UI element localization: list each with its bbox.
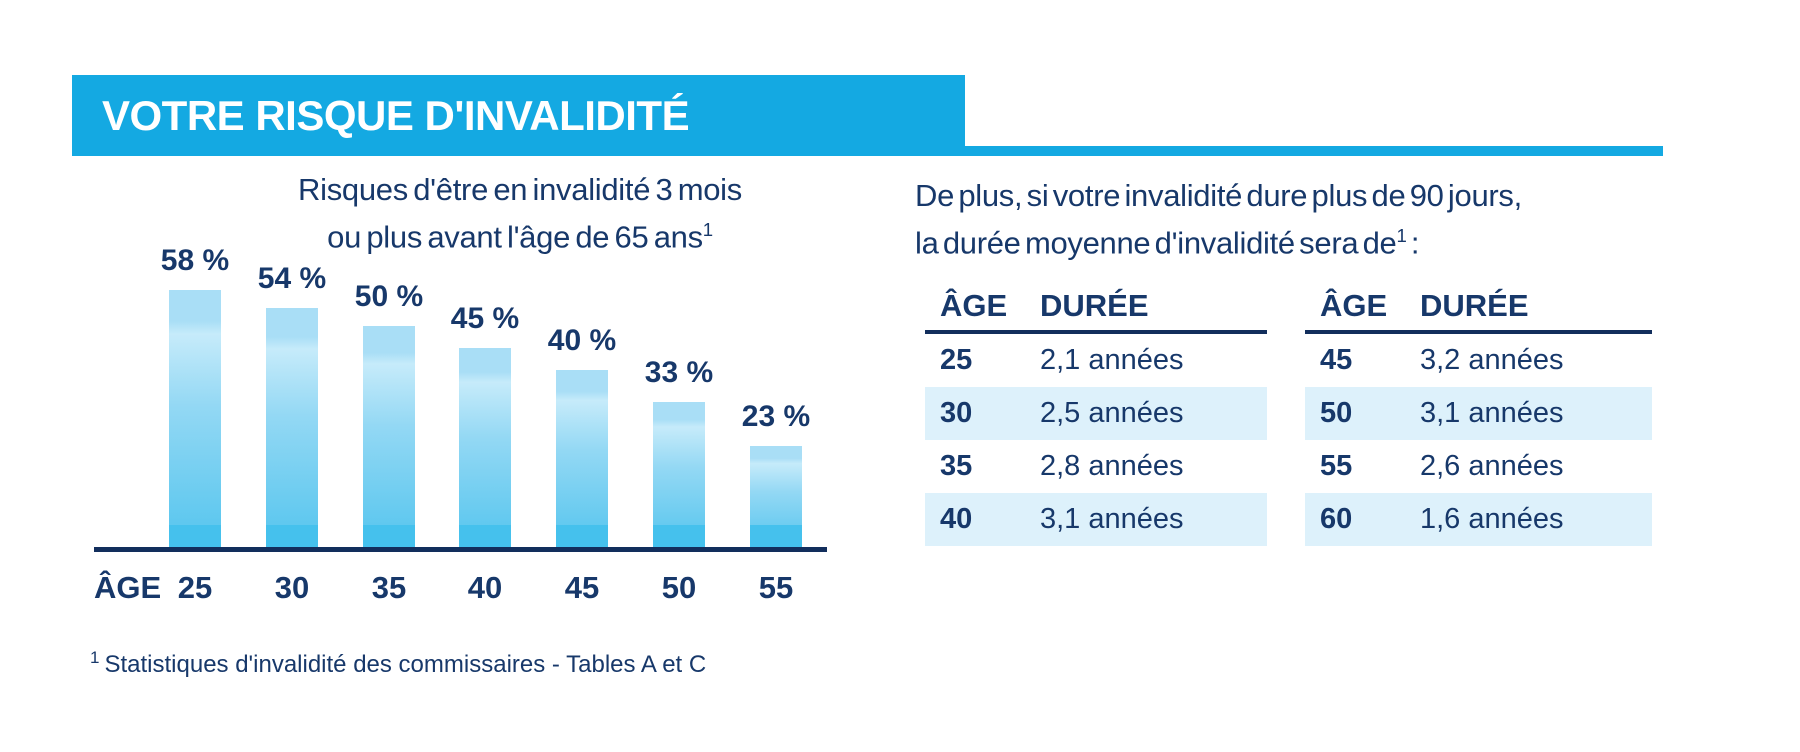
bar-value-label: 45 %: [450, 302, 520, 335]
header-accent-line: [965, 146, 1663, 156]
bar: [363, 326, 415, 549]
cell-duration: 3,1 années: [1420, 397, 1564, 429]
x-axis-tick-label: 40: [467, 570, 503, 605]
footnote: 1 Statistiques d'invalidité des commissai…: [90, 648, 706, 679]
page-title: VOTRE RISQUE D'INVALIDITÉ: [72, 75, 965, 156]
table-row: 50 3,1 années: [1305, 387, 1652, 440]
cell-duration: 3,2 années: [1420, 344, 1564, 376]
bar-value-label: 33 %: [644, 356, 714, 389]
cell-duration: 2,6 années: [1420, 450, 1564, 482]
footnote-text: Statistiques d'invalidité des commissair…: [104, 651, 707, 678]
column-header-duration: DURÉE: [1420, 288, 1529, 323]
bar-value-label: 23 %: [741, 400, 811, 433]
bar-value-label: 58 %: [160, 244, 230, 277]
bar-bottom-band: [363, 525, 415, 549]
bar-bottom-band: [266, 525, 318, 549]
cell-age: 30: [940, 397, 973, 429]
x-axis-tick-label: 30: [274, 570, 310, 605]
bar-bottom-band: [750, 525, 802, 549]
cell-age: 55: [1320, 450, 1353, 482]
x-axis-tick-label: 45: [564, 570, 600, 605]
bar-value-label: 54 %: [257, 262, 327, 295]
bar: [266, 308, 318, 549]
bar: [459, 348, 511, 549]
bar-bottom-band: [169, 525, 221, 549]
table-body: 25 2,1 années 30 2,5 années 35 2,8 années 40 3,…: [925, 334, 1267, 546]
bar-bottom-band: [459, 525, 511, 549]
x-axis-label: ÂGE: [94, 570, 162, 605]
table-header: ÂGE DURÉE: [1305, 288, 1652, 334]
cell-age: 60: [1320, 503, 1353, 535]
chart-title-line1: Risques d'être en invalidité 3 mois: [298, 172, 742, 207]
cell-age: 35: [940, 450, 973, 482]
bar: [653, 402, 705, 549]
table-row: 55 2,6 années: [1305, 440, 1652, 493]
cell-duration: 3,1 années: [1040, 503, 1184, 535]
column-header-age: ÂGE: [1320, 288, 1388, 323]
cell-age: 25: [940, 344, 973, 376]
table-row: 30 2,5 années: [925, 387, 1267, 440]
footnote-reference: 1: [90, 648, 100, 667]
table-row: 45 3,2 années: [1305, 334, 1652, 387]
bar: [556, 370, 608, 549]
cell-duration: 2,8 années: [1040, 450, 1184, 482]
duration-table-right: ÂGE DURÉE 45 3,2 années 50 3,1 années 55 2,6 …: [1305, 288, 1652, 546]
column-header-duration: DURÉE: [1040, 288, 1149, 323]
duration-table-left: ÂGE DURÉE 25 2,1 années 30 2,5 années 35 2,8 …: [925, 288, 1267, 546]
x-axis-tick-label: 50: [661, 570, 697, 605]
bar: [750, 446, 802, 549]
table-row: 40 3,1 années: [925, 493, 1267, 546]
bar-bottom-band: [556, 525, 608, 549]
table-header: ÂGE DURÉE: [925, 288, 1267, 334]
cell-age: 50: [1320, 397, 1353, 429]
cell-age: 40: [940, 503, 973, 535]
table-row: 60 1,6 années: [1305, 493, 1652, 546]
bar-bottom-band: [653, 525, 705, 549]
x-axis-tick-label: 25: [177, 570, 213, 605]
x-axis-line: [94, 547, 827, 552]
intro-line2-text: la durée moyenne d'invalidité sera de: [915, 225, 1397, 261]
right-panel-text: De plus, si votre invalidité dure plus d…: [915, 176, 1522, 263]
column-header-age: ÂGE: [940, 288, 1008, 323]
x-axis-tick-label: 55: [758, 570, 794, 605]
intro-suffix: :: [1406, 225, 1420, 261]
cell-age: 45: [1320, 344, 1353, 376]
chart-title-line2-text: ou plus avant l'âge de 65 ans: [327, 219, 703, 255]
table-row: 25 2,1 années: [925, 334, 1267, 387]
chart-title: Risques d'être en invalidité 3 mois ou p…: [230, 170, 810, 257]
table-body: 45 3,2 années 50 3,1 années 55 2,6 années 60 1,…: [1305, 334, 1652, 546]
cell-duration: 1,6 années: [1420, 503, 1564, 535]
bar: [169, 290, 221, 549]
chart-title-line2: ou plus avant l'âge de 65 ans1: [230, 210, 810, 257]
intro-line1: De plus, si votre invalidité dure plus d…: [915, 178, 1522, 213]
footnote-reference: 1: [702, 219, 713, 240]
cell-duration: 2,5 années: [1040, 397, 1184, 429]
bar-value-label: 50 %: [354, 280, 424, 313]
bar-value-label: 40 %: [547, 324, 617, 357]
cell-duration: 2,1 années: [1040, 344, 1184, 376]
footnote-reference: 1: [1396, 225, 1407, 246]
table-row: 35 2,8 années: [925, 440, 1267, 493]
intro-line2: la durée moyenne d'invalidité sera de1 :: [915, 216, 1522, 263]
x-axis-tick-label: 35: [371, 570, 407, 605]
